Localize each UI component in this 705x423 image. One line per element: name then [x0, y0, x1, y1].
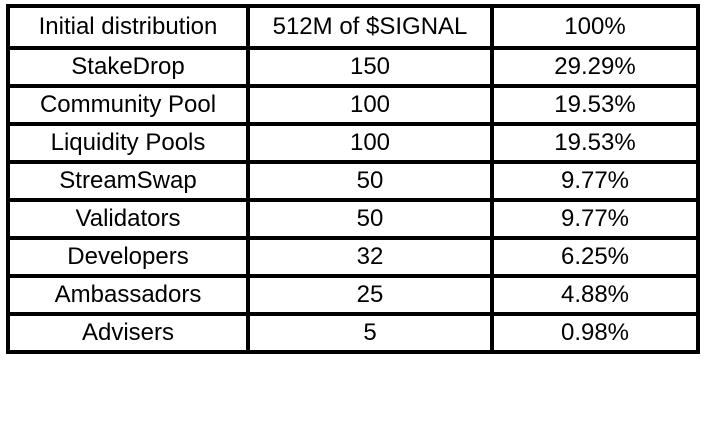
row-amount-cell: 100 — [246, 122, 494, 164]
row-label-cell: Validators — [6, 198, 250, 240]
row-label-cell: Advisers — [6, 312, 250, 354]
row-amount-cell: 25 — [246, 274, 494, 316]
row-amount-cell: 100 — [246, 84, 494, 126]
table-row: Validators 50 9.77% — [6, 198, 700, 240]
row-amount-cell: 5 — [246, 312, 494, 354]
row-amount-cell: 50 — [246, 160, 494, 202]
row-label-cell: Ambassadors — [6, 274, 250, 316]
row-percent-cell: 29.29% — [490, 46, 700, 88]
row-label-cell: StreamSwap — [6, 160, 250, 202]
row-label-cell: StakeDrop — [6, 46, 250, 88]
row-percent-cell: 0.98% — [490, 312, 700, 354]
row-amount-cell: 50 — [246, 198, 494, 240]
row-label-cell: Liquidity Pools — [6, 122, 250, 164]
row-percent-cell: 19.53% — [490, 84, 700, 126]
table-row: Advisers 5 0.98% — [6, 312, 700, 354]
table-row: StreamSwap 50 9.77% — [6, 160, 700, 202]
row-label-cell: Community Pool — [6, 84, 250, 126]
row-label-cell: Developers — [6, 236, 250, 278]
table-row: Community Pool 100 19.53% — [6, 84, 700, 126]
row-percent-cell: 4.88% — [490, 274, 700, 316]
table-row: Liquidity Pools 100 19.53% — [6, 122, 700, 164]
table-row: Ambassadors 25 4.88% — [6, 274, 700, 316]
table-header-row: Initial distribution 512M of $SIGNAL 100… — [6, 4, 700, 50]
header-percent-cell: 100% — [490, 4, 700, 50]
row-amount-cell: 32 — [246, 236, 494, 278]
row-percent-cell: 9.77% — [490, 160, 700, 202]
table-row: StakeDrop 150 29.29% — [6, 46, 700, 88]
distribution-table: Initial distribution 512M of $SIGNAL 100… — [6, 4, 700, 354]
row-percent-cell: 6.25% — [490, 236, 700, 278]
row-percent-cell: 19.53% — [490, 122, 700, 164]
distribution-table-body: Initial distribution 512M of $SIGNAL 100… — [6, 4, 700, 354]
header-amount-cell: 512M of $SIGNAL — [246, 4, 494, 50]
row-percent-cell: 9.77% — [490, 198, 700, 240]
row-amount-cell: 150 — [246, 46, 494, 88]
table-row: Developers 32 6.25% — [6, 236, 700, 278]
header-label-cell: Initial distribution — [6, 4, 250, 50]
